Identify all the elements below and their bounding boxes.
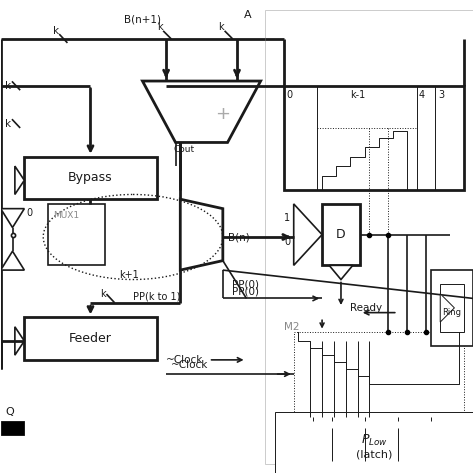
Text: PP(0): PP(0)	[232, 279, 259, 289]
Text: +: +	[215, 105, 230, 123]
Bar	[322, 204, 360, 265]
Text: Feeder: Feeder	[69, 332, 112, 345]
Polygon shape	[0, 251, 24, 270]
Text: Q: Q	[5, 407, 14, 417]
Text: Ready: Ready	[350, 303, 383, 313]
Text: k: k	[156, 22, 162, 32]
Text: A: A	[244, 10, 252, 20]
Text: 3: 3	[438, 90, 444, 100]
Bar	[265, 10, 474, 464]
Text: ~Clock: ~Clock	[166, 355, 203, 365]
Text: k: k	[5, 81, 11, 91]
Text: (latch): (latch)	[356, 449, 392, 459]
Bar	[294, 331, 464, 417]
Polygon shape	[143, 81, 261, 143]
Bar	[275, 412, 474, 474]
Text: k+1: k+1	[119, 270, 138, 280]
Text: MUX1: MUX1	[53, 211, 79, 220]
Polygon shape	[0, 209, 24, 228]
Text: B(n+1): B(n+1)	[124, 15, 161, 25]
Text: k: k	[218, 22, 224, 32]
Polygon shape	[329, 265, 353, 280]
Bar	[431, 270, 474, 346]
Text: k: k	[100, 289, 106, 299]
Polygon shape	[440, 294, 455, 322]
Text: $P_{Low}$: $P_{Low}$	[361, 433, 388, 448]
Bar	[294, 428, 455, 462]
Bar	[0, 421, 24, 436]
Text: D: D	[336, 228, 346, 241]
Polygon shape	[15, 327, 24, 355]
Text: k-1: k-1	[350, 90, 365, 100]
Text: Ring: Ring	[443, 308, 462, 317]
Text: PP(k to 1): PP(k to 1)	[133, 291, 181, 301]
Bar	[24, 318, 156, 360]
Text: Bypass: Bypass	[68, 172, 113, 184]
Bar	[440, 284, 464, 331]
Text: PP(0): PP(0)	[232, 286, 259, 296]
Text: k: k	[5, 118, 11, 128]
Bar	[48, 204, 105, 265]
Text: 0: 0	[287, 90, 293, 100]
Text: 4: 4	[419, 90, 425, 100]
Bar	[284, 86, 464, 190]
Bar	[284, 421, 464, 469]
Polygon shape	[294, 204, 322, 265]
Text: B(n): B(n)	[228, 232, 249, 242]
Polygon shape	[180, 199, 223, 270]
Polygon shape	[15, 166, 24, 194]
Text: M2: M2	[284, 322, 300, 332]
Bar	[24, 156, 156, 199]
Text: 0: 0	[284, 237, 291, 247]
Text: 0: 0	[27, 209, 33, 219]
Text: k: k	[53, 27, 59, 36]
Text: ~Clock: ~Clock	[171, 360, 208, 370]
Text: Cout: Cout	[173, 145, 194, 154]
Text: 1: 1	[284, 213, 291, 223]
